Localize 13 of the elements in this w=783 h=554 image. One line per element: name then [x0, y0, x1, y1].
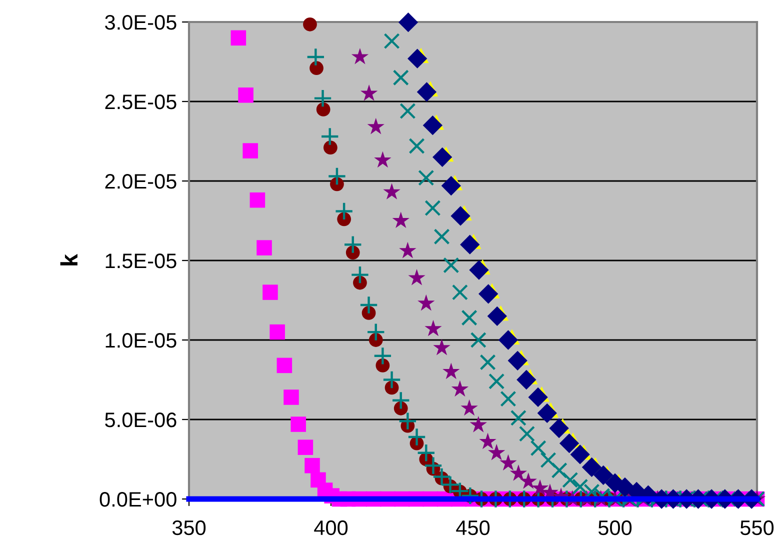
y-tick-label: 2.5E-05: [105, 94, 176, 110]
x-tick-label: 400: [314, 520, 348, 536]
y-axis-title: k: [60, 254, 78, 266]
y-tick-label: 3.0E-05: [105, 15, 176, 30]
y-tick-label: 0.0E+00: [100, 492, 176, 507]
y-tick-label: 2.0E-05: [105, 174, 176, 189]
x-tick-label: 500: [598, 520, 632, 536]
x-tick-label: 550: [740, 520, 774, 536]
y-tick-label: 5.0E-06: [105, 412, 176, 428]
y-tick-label: 1.0E-05: [106, 333, 176, 348]
y-tick-label: 1.5E-05: [106, 254, 176, 268]
x-tick-label: 450: [456, 520, 490, 536]
x-tick-label: 350: [172, 520, 206, 536]
